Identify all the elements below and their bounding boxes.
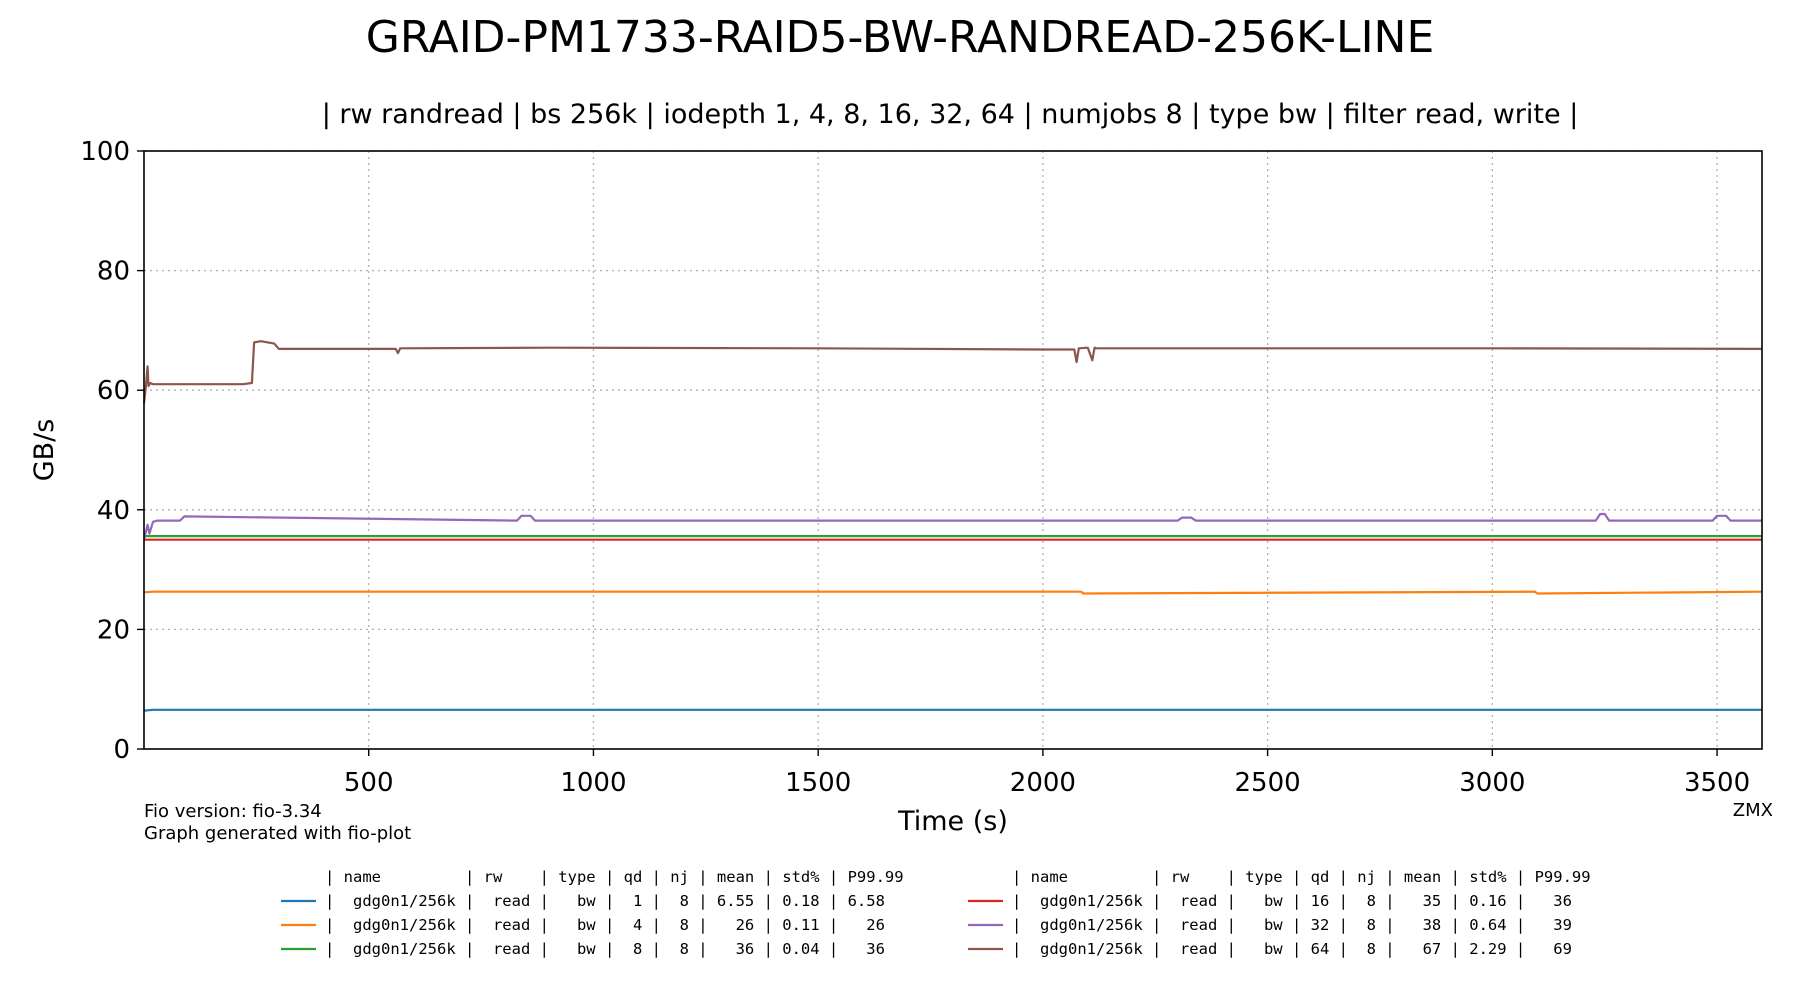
legend-row: | gdg0n1/256k | read | bw | 64 | 8 | 67 … <box>1012 940 1572 958</box>
x-tick-label: 3000 <box>1459 768 1525 798</box>
legend: | name | rw | type | qd | nj | mean | st… <box>281 868 1591 958</box>
legend-row: | gdg0n1/256k | read | bw | 16 | 8 | 35 … <box>1012 892 1572 910</box>
x-tick-label: 1000 <box>560 768 626 798</box>
series-line-1 <box>143 708 1762 712</box>
generator-note: Graph generated with fio-plot <box>144 823 411 844</box>
x-tick-label: 2000 <box>1010 768 1076 798</box>
chart-subtitle: | rw randread | bs 256k | iodepth 1, 4, … <box>322 99 1579 130</box>
series-layer <box>142 340 1763 712</box>
y-tick-label: 100 <box>80 137 130 167</box>
x-axis-label: Time (s) <box>897 806 1008 837</box>
y-tick-label: 0 <box>113 735 130 765</box>
plot-frame <box>143 150 1763 750</box>
ticks: 500 1000 1500 2000 2500 3000 3500 0 20 40 60 80 100 <box>80 137 1750 798</box>
x-tick-label: 500 <box>344 768 394 798</box>
grid <box>144 150 1762 749</box>
y-tick-label: 60 <box>97 376 130 406</box>
fio-version-note: Fio version: fio-3.34 <box>144 801 322 822</box>
legend-row: | gdg0n1/256k | read | bw | 4 | 8 | 26 |… <box>325 916 885 934</box>
series-line-2 <box>143 590 1763 595</box>
x-tick-label: 2500 <box>1235 768 1301 798</box>
chart-title: GRAID-PM1733-RAID5-BW-RANDREAD-256K-LINE <box>366 12 1435 63</box>
series-line-5 <box>142 512 1762 540</box>
x-tick-label: 3500 <box>1684 768 1750 798</box>
x-tick-label: 1500 <box>785 768 851 798</box>
y-tick-label: 20 <box>97 615 130 645</box>
legend-header: | name | rw | type | qd | nj | mean | st… <box>1012 868 1591 886</box>
legend-row: | gdg0n1/256k | read | bw | 8 | 8 | 36 |… <box>325 940 885 958</box>
series-line-6 <box>142 340 1763 404</box>
y-tick-label: 40 <box>97 496 130 526</box>
legend-row: | gdg0n1/256k | read | bw | 32 | 8 | 38 … <box>1012 916 1572 934</box>
corner-note: ZMX <box>1733 800 1773 821</box>
legend-row: | gdg0n1/256k | read | bw | 1 | 8 | 6.55… <box>325 892 885 910</box>
legend-header: | name | rw | type | qd | nj | mean | st… <box>325 868 904 886</box>
y-axis-label: GB/s <box>29 419 60 482</box>
y-tick-label: 80 <box>97 257 130 287</box>
